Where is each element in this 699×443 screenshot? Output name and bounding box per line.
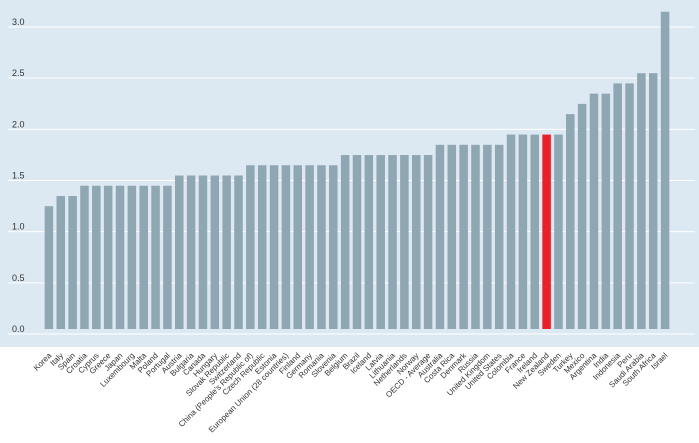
- bar: [625, 83, 634, 330]
- bar: [127, 185, 137, 329]
- bar: [257, 165, 267, 329]
- bar: [175, 175, 184, 329]
- bar: [637, 73, 646, 329]
- bar: [518, 134, 528, 329]
- bar: [577, 103, 587, 330]
- bar: [163, 185, 172, 329]
- bar: [554, 134, 563, 329]
- bar: [494, 144, 504, 329]
- bar: [648, 73, 658, 329]
- bar: [317, 165, 326, 329]
- bar: [400, 155, 409, 329]
- bar: [601, 93, 611, 329]
- y-tick-label: 1.0: [12, 222, 25, 232]
- y-tick-label: 1.5: [12, 171, 25, 181]
- bar: [293, 165, 303, 329]
- bar: [423, 155, 433, 329]
- bar: [234, 175, 243, 329]
- bar: [660, 11, 670, 330]
- bar: [411, 155, 421, 329]
- bar: [447, 144, 457, 329]
- y-tick-label: 0.0: [12, 324, 25, 334]
- bar: [103, 185, 113, 329]
- bar: [115, 185, 125, 329]
- bar: [210, 175, 220, 329]
- bar: [305, 165, 314, 329]
- bar: [542, 134, 551, 329]
- bar: [483, 144, 492, 329]
- bar: [139, 185, 148, 329]
- bar: [364, 155, 374, 329]
- bar: [222, 175, 231, 329]
- bar: [352, 155, 362, 329]
- y-tick-label: 2.0: [12, 119, 25, 129]
- bar: [566, 114, 575, 329]
- bar: [56, 195, 66, 329]
- x-axis-category-labels: KoreaItalySpainCroatiaCyprusGreeceJapanL…: [32, 350, 670, 434]
- bar: [246, 165, 255, 329]
- bar: [506, 134, 516, 329]
- bars: [44, 11, 670, 330]
- bar: [44, 206, 54, 329]
- bar: [471, 144, 480, 329]
- bar: [329, 165, 338, 329]
- bar: [198, 175, 208, 329]
- bar: [613, 83, 622, 330]
- bar: [68, 195, 77, 329]
- bar: [269, 165, 279, 329]
- bar: [530, 134, 539, 329]
- bar: [589, 93, 599, 329]
- y-tick-label: 3.0: [12, 17, 25, 27]
- bar: [388, 155, 397, 329]
- y-tick-label: 2.5: [12, 68, 25, 78]
- bar: [281, 165, 291, 329]
- bar: [186, 175, 196, 329]
- bar: [435, 144, 445, 329]
- bar: [376, 155, 385, 329]
- bar: [80, 185, 89, 329]
- bar: [459, 144, 468, 329]
- y-tick-label: 0.5: [12, 273, 25, 283]
- y-axis-tick-labels: 0.0 0.5 1.0 1.5 2.0 2.5 3.0: [12, 17, 25, 334]
- bar: [340, 155, 350, 329]
- bar: [92, 185, 101, 329]
- bar: [151, 185, 160, 329]
